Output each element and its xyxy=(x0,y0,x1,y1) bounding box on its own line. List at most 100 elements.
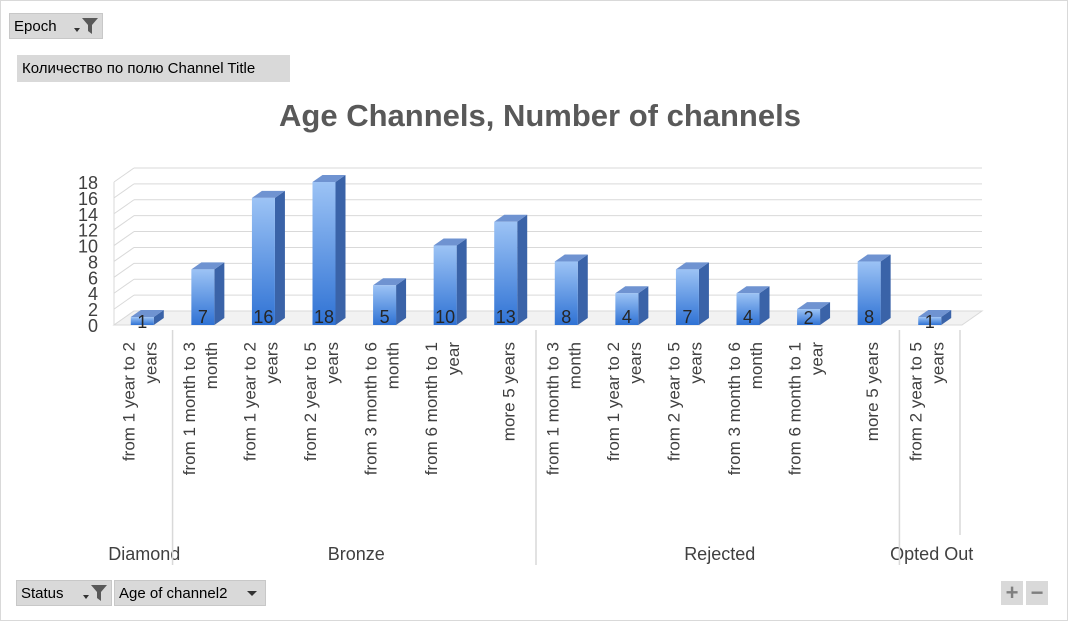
bar-top xyxy=(312,175,346,182)
data-label: 1 xyxy=(925,312,935,332)
data-label: 4 xyxy=(622,307,632,327)
bar-side xyxy=(456,238,467,325)
collapse-button[interactable]: − xyxy=(1026,581,1048,605)
x-tick-label: from 1 month to 3 month xyxy=(180,342,221,475)
expand-button[interactable]: + xyxy=(1001,581,1023,605)
bar-top xyxy=(433,238,467,246)
x-tick-label: from 2 year to 5 years xyxy=(301,342,342,461)
data-label: 18 xyxy=(314,307,334,327)
bar-side xyxy=(759,286,770,325)
bar-side xyxy=(638,286,649,325)
bar-side xyxy=(396,278,407,325)
y-tick-label: 16 xyxy=(78,189,98,209)
bar-top xyxy=(736,286,770,294)
bar xyxy=(918,317,942,325)
group-label: Rejected xyxy=(684,544,755,564)
data-label: 16 xyxy=(253,307,273,327)
data-label: 7 xyxy=(682,307,692,327)
gridline-depth xyxy=(113,215,135,231)
bar xyxy=(433,245,457,325)
bar-top xyxy=(615,286,649,294)
values-field-label[interactable]: Количество по полю Channel Title xyxy=(17,55,290,82)
y-tick-label: 0 xyxy=(88,316,98,336)
status-filter-label: Status xyxy=(21,584,64,602)
filter-icon xyxy=(74,18,98,35)
chart-title: Age Channels, Number of channels xyxy=(279,98,801,133)
chart-floor xyxy=(112,310,984,326)
y-tick-label: 4 xyxy=(88,284,98,304)
status-filter-button[interactable]: Status xyxy=(16,580,112,606)
bar xyxy=(554,261,578,325)
bar xyxy=(494,221,518,325)
y-tick-label: 12 xyxy=(78,221,98,241)
data-label: 10 xyxy=(435,307,455,327)
bar-side xyxy=(153,310,164,325)
bar-top xyxy=(373,278,407,286)
group-label: Bronze xyxy=(328,544,385,564)
bar-top xyxy=(251,190,285,198)
gridline-depth xyxy=(113,247,135,262)
gridline-depth xyxy=(113,199,135,215)
age-of-channel-filter-label: Age of channel2 xyxy=(119,584,228,602)
bar-side xyxy=(941,310,952,325)
group-label: Opted Out xyxy=(890,544,973,564)
x-tick-label: from 6 month to 1 year xyxy=(422,342,463,476)
y-tick-label: 2 xyxy=(88,300,98,320)
x-tick-label: from 1 year to 2 years xyxy=(604,342,645,461)
chevron-down-icon xyxy=(247,591,257,596)
x-tick-label: from 3 month to 6 month xyxy=(362,342,403,475)
bar-top xyxy=(494,214,528,222)
bar-side xyxy=(335,175,346,325)
y-tick-label: 8 xyxy=(88,252,98,272)
bar xyxy=(736,293,760,325)
y-tick-label: 10 xyxy=(78,237,98,257)
bar xyxy=(675,269,699,325)
data-label: 13 xyxy=(496,307,516,327)
x-tick-label: more 5 years xyxy=(863,342,882,441)
bar-top xyxy=(918,310,952,318)
data-label: 7 xyxy=(198,307,208,327)
x-tick-label: from 1 year to 2 years xyxy=(119,342,160,461)
gridline-depth xyxy=(113,231,135,246)
bar-top xyxy=(191,262,225,270)
age-of-channel-filter-button[interactable]: Age of channel2 xyxy=(114,580,266,606)
x-tick-label: more 5 years xyxy=(500,342,519,441)
y-tick-label: 14 xyxy=(78,205,98,225)
bar xyxy=(797,309,821,325)
bar xyxy=(857,261,881,325)
bar xyxy=(312,182,336,325)
bar xyxy=(373,285,397,325)
bar-side xyxy=(577,254,588,325)
gridline-depth xyxy=(113,278,135,294)
data-label: 4 xyxy=(743,307,753,327)
bar-side xyxy=(820,302,831,325)
y-tick-label: 18 xyxy=(78,173,98,193)
bar-side xyxy=(698,262,709,325)
gridline-depth xyxy=(113,183,135,199)
bar xyxy=(615,293,639,325)
gridline-depth xyxy=(113,294,135,310)
data-label: 8 xyxy=(864,307,874,327)
gridline-depth xyxy=(113,167,135,183)
group-label: Diamond xyxy=(108,544,180,564)
bar-top xyxy=(857,254,891,262)
bar-top xyxy=(675,262,709,270)
x-tick-label: from 1 year to 2 years xyxy=(240,342,281,461)
filter-icon xyxy=(83,585,107,602)
bar-side xyxy=(274,190,285,325)
epoch-filter-button[interactable]: Epoch xyxy=(9,13,103,39)
bar-top xyxy=(130,310,164,318)
bar-side xyxy=(214,262,225,325)
x-tick-label: from 1 month to 3 month xyxy=(543,342,584,475)
epoch-filter-label: Epoch xyxy=(14,17,57,35)
x-tick-label: from 2 year to 5 years xyxy=(907,342,948,461)
data-label: 5 xyxy=(380,307,390,327)
gridline-depth xyxy=(113,262,135,278)
bar-side xyxy=(517,214,528,325)
bar-top xyxy=(797,302,831,310)
x-tick-label: from 2 year to 5 years xyxy=(664,342,705,461)
bar xyxy=(130,317,154,325)
x-tick-label: from 6 month to 1 year xyxy=(786,342,827,476)
bar xyxy=(251,197,275,325)
